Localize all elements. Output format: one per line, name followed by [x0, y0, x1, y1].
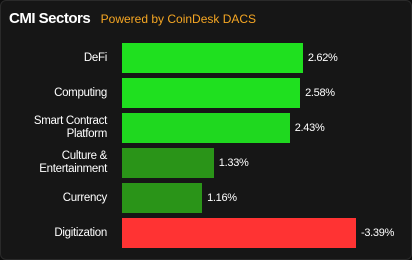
bar — [122, 218, 356, 248]
category-label: Digitization — [54, 226, 107, 239]
bar — [122, 113, 290, 143]
bar — [122, 183, 203, 213]
value-label: 1.16% — [207, 192, 237, 204]
category-label: Computing — [54, 86, 107, 99]
category-label: Culture & Entertainment — [39, 150, 107, 175]
value-label: 2.58% — [305, 87, 335, 99]
bar — [122, 148, 214, 178]
value-label: 1.33% — [218, 157, 249, 169]
bar-row: Currency 1.16% — [1, 181, 411, 215]
bar-row: Digitization -3.39% — [1, 216, 411, 250]
category-label: DeFi — [83, 51, 107, 64]
category-label: Smart Contract Platform — [33, 115, 107, 140]
bar-row: Culture & Entertainment 1.33% — [1, 146, 411, 180]
bar — [122, 78, 301, 108]
bar-row: Computing 2.58% — [1, 76, 411, 110]
value-label: 2.43% — [294, 122, 325, 134]
category-label: Currency — [62, 191, 108, 204]
value-label: 2.62% — [307, 52, 338, 64]
bar — [122, 43, 303, 73]
chart-subtitle: Powered by CoinDesk DACS — [100, 12, 257, 26]
bar-row: Smart Contract Platform 2.43% — [1, 111, 411, 145]
bar-row: DeFi 2.62% — [1, 41, 411, 75]
value-label: -3.39% — [361, 227, 395, 239]
chart-title: CMI Sectors — [9, 10, 91, 27]
header: CMI Sectors Powered by CoinDesk DACS — [9, 10, 256, 28]
